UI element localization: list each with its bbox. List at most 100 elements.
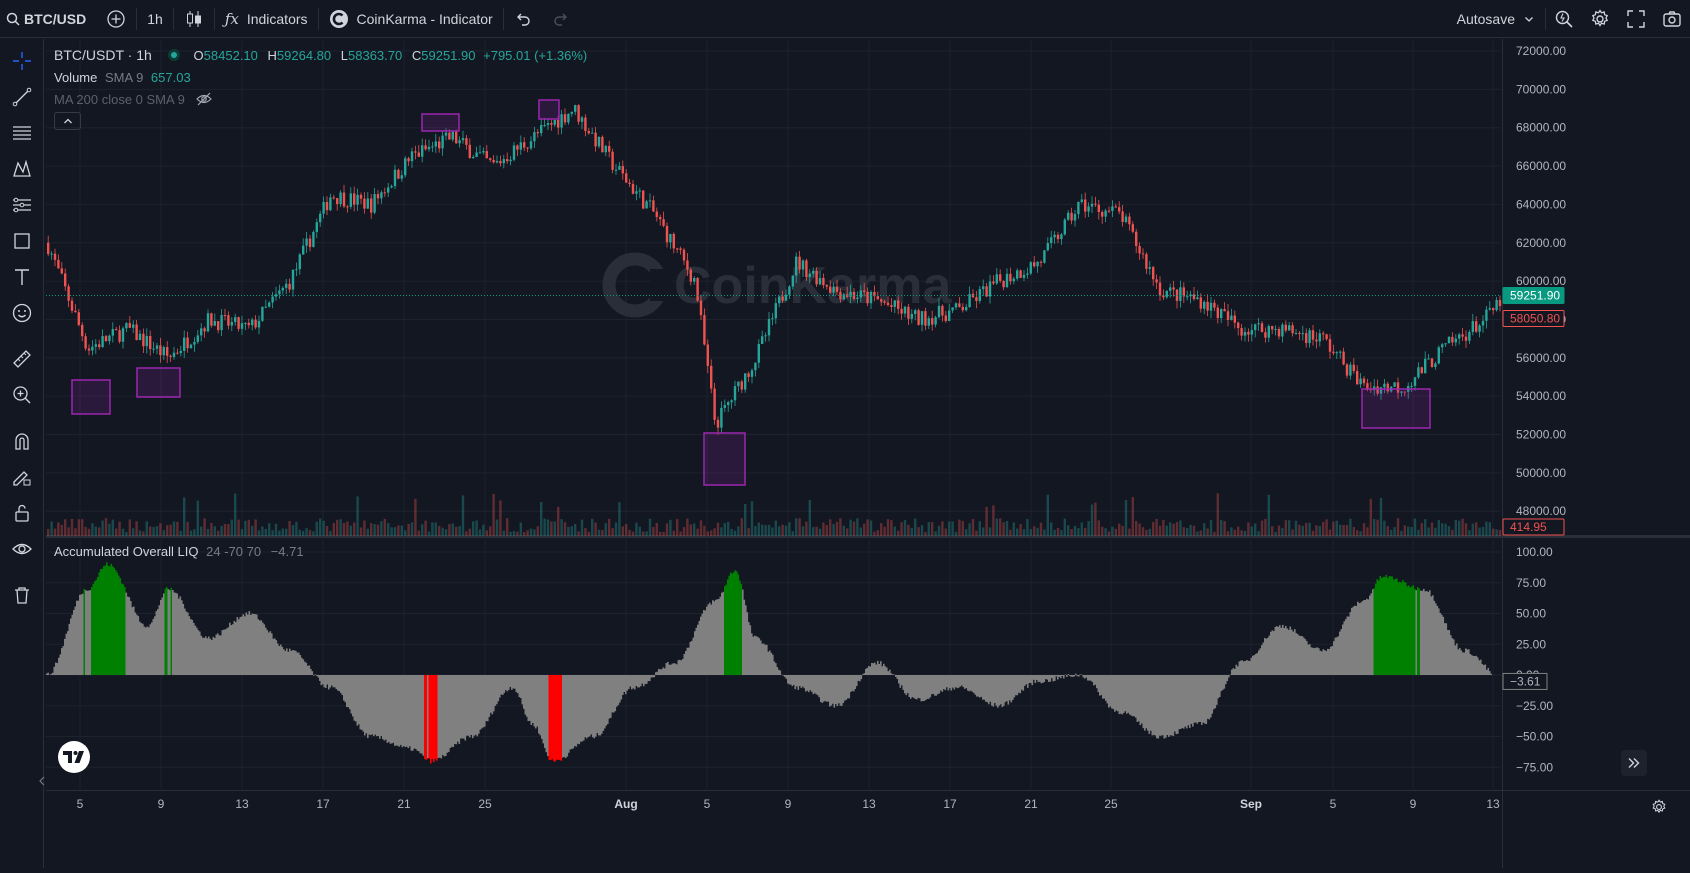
liq-bar [1107, 675, 1109, 703]
last-price-tag: 59251.90 [1510, 288, 1560, 302]
liq-bar [939, 675, 941, 693]
volume-bar [1339, 525, 1341, 536]
emoji-tool[interactable] [0, 295, 44, 331]
liq-bar [472, 675, 474, 738]
volume-bar [1074, 526, 1076, 536]
liq-bar [1450, 635, 1452, 675]
candle-body [686, 260, 688, 269]
volume-bar [1431, 523, 1433, 536]
crosshair-tool[interactable] [0, 43, 44, 79]
ma-legend[interactable]: MA 200 close 0 SMA 9 [54, 92, 212, 107]
candle-body [74, 311, 76, 312]
lock-tool[interactable] [0, 495, 44, 531]
liq-bar [205, 636, 207, 675]
volume-bar [1444, 524, 1446, 536]
liq-bar [597, 675, 599, 733]
pattern-tool[interactable] [0, 151, 44, 187]
liq-bar [72, 615, 74, 675]
settings-button[interactable] [1582, 0, 1618, 38]
volume-bar [703, 526, 705, 536]
volume-bar [540, 502, 542, 536]
volume-bar [1383, 521, 1385, 536]
quick-search-button[interactable] [1546, 0, 1582, 38]
candle-body [744, 373, 746, 389]
chart-canvas[interactable]: CoinKarma72000.0070000.0068000.0066000.0… [46, 39, 1690, 868]
scroll-to-realtime-button[interactable] [1621, 750, 1647, 776]
liq-bar [1365, 600, 1367, 675]
zoom-tool[interactable] [0, 377, 44, 413]
volume-bar [1036, 528, 1038, 536]
liq-bar [642, 675, 644, 684]
magnet-tool[interactable] [0, 423, 44, 459]
text-tool[interactable] [0, 259, 44, 295]
autosave-button[interactable]: Autosave [1447, 0, 1545, 38]
volume-bar [1053, 530, 1055, 536]
tradingview-logo[interactable] [58, 741, 90, 773]
volume-bar [856, 518, 858, 536]
liq-label: Accumulated Overall LIQ [54, 544, 199, 559]
trend-line-tool[interactable] [0, 79, 44, 115]
fullscreen-button[interactable] [1618, 0, 1654, 38]
indicator-template-button[interactable]: CoinKarma - Indicator [319, 0, 503, 38]
volume-bar [802, 526, 804, 536]
volume-legend[interactable]: Volume SMA 9 657.03 [54, 70, 191, 85]
forecast-tool[interactable] [0, 187, 44, 223]
liq-bar [252, 614, 254, 675]
liq-bar [916, 675, 918, 699]
volume-bar [1159, 526, 1161, 536]
liq-bar [189, 616, 191, 675]
liq-bar [753, 637, 755, 675]
volume-bar [346, 521, 348, 536]
liq-bar [975, 675, 977, 695]
indicators-button[interactable]: ƒx Indicators [215, 0, 318, 38]
redo-button[interactable] [542, 0, 580, 38]
eye-hidden-icon[interactable] [196, 92, 212, 106]
liq-bar [1354, 606, 1356, 675]
volume-bar [186, 522, 188, 536]
liq-bar [1429, 590, 1431, 675]
volume-bar [455, 527, 457, 536]
highlight-box [539, 100, 559, 119]
candle-body [489, 158, 491, 160]
liq-bar [571, 675, 573, 749]
candle-body [356, 195, 358, 205]
remove-drawings-tool[interactable] [0, 577, 44, 613]
liq-bar [1174, 675, 1176, 732]
volume-bar [1179, 521, 1181, 536]
liq-bar [243, 614, 245, 675]
shapes-tool[interactable] [0, 223, 44, 259]
screenshot-button[interactable] [1654, 0, 1690, 38]
compare-button[interactable] [96, 0, 136, 38]
drawing-mode-tool[interactable] [0, 459, 44, 495]
horizontal-lines-tool[interactable] [0, 115, 44, 151]
symbol-search[interactable]: BTC/USD [0, 0, 96, 38]
liq-bar [82, 594, 84, 675]
candle-body [533, 132, 535, 141]
liq-bar [1105, 675, 1107, 701]
liq-bar [253, 614, 255, 675]
liq-bar [385, 675, 387, 740]
liq-bar [808, 675, 810, 692]
liq-bar [436, 675, 438, 761]
ruler-tool[interactable] [0, 341, 44, 377]
toolbar-collapse-button[interactable] [37, 774, 47, 788]
interval-button[interactable]: 1h [137, 0, 173, 38]
liq-bar [612, 675, 614, 712]
candle-body [554, 120, 556, 125]
undo-button[interactable] [504, 0, 542, 38]
volume-bar [1087, 521, 1089, 536]
volume-bar [1033, 526, 1035, 536]
liq-legend[interactable]: Accumulated Overall LIQ 24 -70 70 −4.71 [54, 544, 304, 559]
collapse-legend-button[interactable] [54, 112, 81, 130]
volume-bar [795, 518, 797, 536]
liq-bar [1213, 675, 1215, 709]
liq-bar [1305, 639, 1307, 675]
axis-settings-button[interactable] [1647, 795, 1671, 819]
chart-type-button[interactable] [174, 0, 214, 38]
volume-bar [686, 519, 688, 536]
liq-bar [1330, 647, 1332, 675]
liq-bar [1419, 589, 1421, 675]
hide-drawings-tool[interactable] [0, 531, 44, 567]
volume-bar [81, 519, 83, 536]
